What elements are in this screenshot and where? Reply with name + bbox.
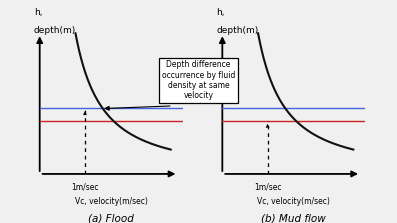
Text: depth(m): depth(m): [217, 26, 259, 35]
Text: (a) Flood: (a) Flood: [88, 213, 134, 223]
Text: Depth difference
occurrence by fluid
density at same
velocity: Depth difference occurrence by fluid den…: [162, 60, 235, 100]
Text: 1m/sec: 1m/sec: [71, 183, 99, 192]
Text: h,: h,: [34, 8, 42, 17]
Text: Vc, velocity(m/sec): Vc, velocity(m/sec): [75, 197, 148, 206]
Text: (b) Mud flow: (b) Mud flow: [261, 213, 326, 223]
Text: h,: h,: [217, 8, 225, 17]
Text: Vc, velocity(m/sec): Vc, velocity(m/sec): [257, 197, 330, 206]
Text: 1m/sec: 1m/sec: [254, 183, 281, 192]
Text: depth(m): depth(m): [34, 26, 76, 35]
